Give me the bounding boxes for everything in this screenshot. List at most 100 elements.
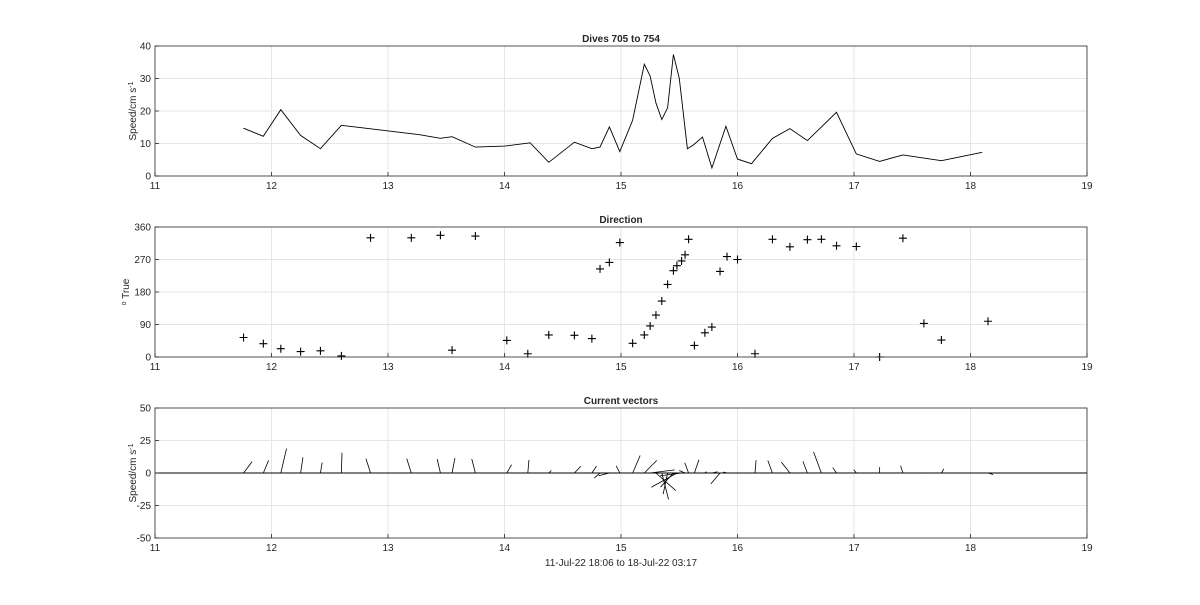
- direction-marker: [570, 331, 579, 340]
- direction-marker: [596, 264, 605, 273]
- direction-marker: [716, 267, 725, 276]
- panel-speed: 11 12 13 14 15 16 17 18 19 0 10 20 30 40 Dives 705 to …: [128, 34, 1093, 192]
- direction-marker: [785, 242, 794, 251]
- current-vector: [280, 448, 287, 474]
- current-vector: [802, 461, 808, 474]
- y-tick-label: 270: [134, 255, 151, 266]
- panel-title: Direction: [599, 215, 642, 226]
- current-vector: [365, 458, 371, 474]
- x-tick-label: 13: [382, 543, 394, 554]
- direction-marker: [852, 242, 861, 251]
- x-tick-label: 13: [382, 181, 394, 192]
- direction-marker: [651, 311, 660, 320]
- direction-marker: [803, 235, 812, 244]
- x-tick-label: 19: [1081, 543, 1093, 554]
- y-tick-label: 40: [140, 42, 152, 53]
- current-vector: [574, 465, 582, 474]
- x-tick-label: 17: [848, 362, 860, 373]
- x-tick-label: 15: [615, 362, 627, 373]
- direction-marker: [663, 280, 672, 289]
- direction-marker: [605, 258, 614, 267]
- x-tick-label: 12: [266, 543, 278, 554]
- x-tick-label: 18: [965, 181, 977, 192]
- y-axis-label-text: Speed/cm s: [128, 88, 139, 141]
- y-tick-label: -25: [137, 501, 152, 512]
- current-vector: [506, 464, 512, 474]
- direction-marker: [669, 266, 678, 275]
- current-vector: [900, 465, 904, 474]
- current-vector: [644, 460, 658, 474]
- direction-marker: [733, 255, 742, 264]
- current-vector: [591, 465, 597, 474]
- y-tick-label: 25: [140, 436, 152, 447]
- direction-marker: [587, 334, 596, 343]
- direction-marker: [983, 317, 992, 326]
- direction-marker: [640, 330, 649, 339]
- x-tick-label: 15: [615, 181, 627, 192]
- direction-marker: [684, 235, 693, 244]
- y-axis-label-text: Speed/cm s: [128, 450, 139, 503]
- current-vector: [262, 460, 269, 474]
- current-vector: [660, 472, 674, 488]
- x-tick-label: 14: [499, 181, 511, 192]
- direction-marker: [646, 321, 655, 330]
- x-tick-label: 17: [848, 543, 860, 554]
- y-tick-label: -50: [137, 534, 152, 545]
- x-tick-label: 19: [1081, 181, 1093, 192]
- x-tick-label: 11: [150, 543, 161, 554]
- x-tick-label: 11: [150, 362, 161, 373]
- direction-marker: [919, 319, 928, 328]
- x-tick-label: 14: [499, 362, 511, 373]
- current-vector: [662, 472, 668, 495]
- direction-marker: [407, 233, 416, 242]
- x-tick-label: 19: [1081, 362, 1093, 373]
- current-vector: [598, 472, 610, 477]
- y-tick-label: 90: [140, 320, 152, 331]
- current-vector: [651, 472, 678, 488]
- current-vector: [710, 472, 721, 485]
- direction-marker: [296, 347, 305, 356]
- direction-marker: [239, 333, 248, 342]
- direction-marker: [502, 336, 511, 345]
- current-vector: [527, 459, 530, 474]
- direction-marker: [436, 231, 445, 240]
- y-axis-label: Speed/cm s-1: [128, 443, 140, 502]
- x-tick-label: 11: [150, 181, 161, 192]
- y-tick-label: 0: [145, 353, 151, 364]
- current-vector: [471, 458, 476, 474]
- current-vector: [615, 465, 621, 474]
- x-tick-label: 18: [965, 362, 977, 373]
- x-tick-label: 17: [848, 181, 860, 192]
- current-vector: [767, 460, 773, 474]
- panel-title: Current vectors: [584, 396, 659, 407]
- direction-marker: [615, 238, 624, 247]
- current-vector: [341, 452, 343, 474]
- direction-marker: [937, 336, 946, 345]
- y-tick-label: 30: [140, 74, 152, 85]
- direction-marker: [366, 233, 375, 242]
- current-vector: [243, 461, 253, 474]
- x-tick-label: 12: [266, 181, 278, 192]
- direction-marker: [448, 346, 457, 355]
- x-tick-label: 16: [732, 543, 744, 554]
- x-tick-label: 12: [266, 362, 278, 373]
- current-vector: [813, 451, 822, 474]
- direction-marker: [316, 346, 325, 355]
- current-vector: [451, 458, 456, 474]
- y-axis-label: Speed/cm s-1: [128, 81, 140, 140]
- direction-marker: [677, 256, 686, 265]
- direction-marker: [832, 241, 841, 250]
- current-vector: [694, 459, 700, 474]
- y-axis-label-superscript: -1: [128, 81, 135, 87]
- current-vector: [436, 459, 441, 474]
- direction-marker: [690, 341, 699, 350]
- x-axis-label: 11-Jul-22 18:06 to 18-Jul-22 03:17: [545, 558, 698, 569]
- y-axis-label-superscript: -1: [128, 443, 135, 449]
- direction-marker: [276, 344, 285, 353]
- direction-marker: [707, 323, 716, 332]
- current-vector: [853, 469, 857, 474]
- panel-vectors: 11 12 13 14 15 16 17 18 19 -50 -25 0 25 50 Current vec…: [128, 396, 1093, 569]
- current-vector: [781, 461, 791, 474]
- speed-line: [243, 54, 983, 170]
